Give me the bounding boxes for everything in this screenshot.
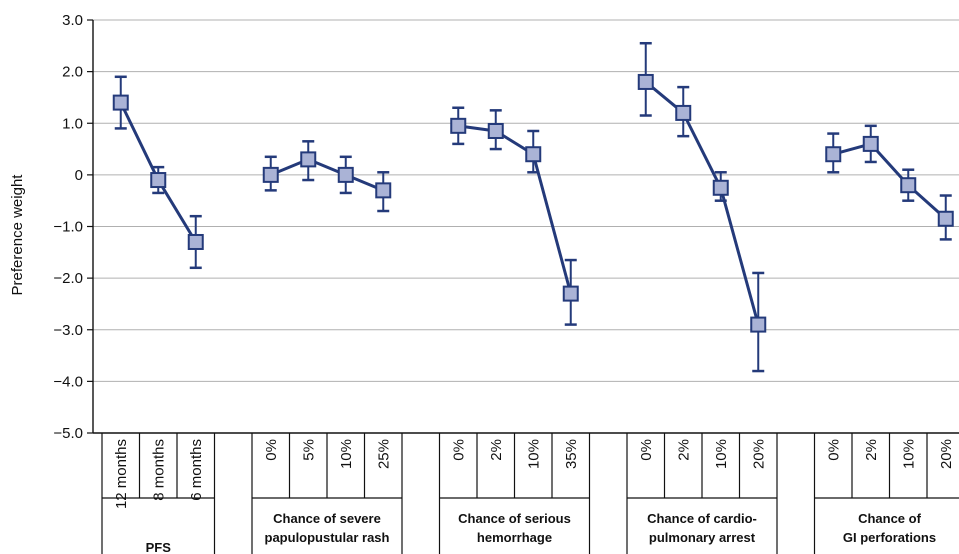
category-tick-label: 10% — [900, 439, 917, 469]
data-point-marker — [150, 172, 167, 189]
category-tick-label: 5% — [300, 439, 317, 461]
category-tick-label: 2% — [675, 439, 692, 461]
y-tick-label: 0 — [75, 167, 83, 184]
category-tick-label: 10% — [525, 439, 542, 469]
category-tick-label: 2% — [863, 439, 880, 461]
category-tick-label: 10% — [713, 439, 730, 469]
y-axis-title: Preference weight — [9, 174, 26, 296]
category-tick-label: 35% — [563, 439, 580, 469]
group-label: papulopustular rash — [265, 530, 390, 545]
category-axis: 12 months 8 months 6 months PFS 0% 5% 10% 25% Ch… — [101, 433, 959, 554]
data-point-marker — [712, 179, 729, 196]
data-point-marker — [450, 117, 467, 134]
category-tick-label: 0% — [638, 439, 655, 461]
series — [112, 41, 954, 373]
data-point-marker — [675, 104, 692, 121]
data-point-marker — [862, 135, 879, 152]
data-point-marker — [337, 166, 354, 183]
series-line — [458, 124, 573, 295]
data-point-marker — [637, 73, 654, 90]
series-line — [270, 157, 384, 192]
group-label: GI perforations — [843, 530, 936, 545]
data-point-marker — [937, 210, 954, 227]
group-label: Chance of severe — [273, 511, 381, 526]
group-label: Chance of cardio- — [647, 511, 757, 526]
group-label: hemorrhage — [477, 530, 552, 545]
series-line — [832, 142, 947, 220]
y-tick-label: −5.0 — [53, 425, 83, 442]
data-point-marker — [562, 285, 579, 302]
data-point-marker — [487, 122, 504, 139]
data-point-marker — [900, 177, 917, 194]
category-tick-label: 20% — [750, 439, 767, 469]
data-point-marker — [825, 146, 842, 163]
group-label: pulmonary arrest — [649, 530, 756, 545]
category-tick-label: 0% — [263, 439, 280, 461]
data-point-marker — [112, 94, 129, 111]
y-tick-label: −2.0 — [53, 270, 83, 287]
y-tick-label: 3.0 — [62, 12, 83, 29]
data-point-marker — [525, 146, 542, 163]
category-tick-label: 6 months — [188, 439, 205, 501]
data-point-marker — [262, 166, 279, 183]
data-point-marker — [300, 151, 317, 168]
group-label: Chance of serious — [458, 511, 571, 526]
category-tick-label: 10% — [338, 439, 355, 469]
category-tick-label: 25% — [375, 439, 392, 469]
y-tick-label: −3.0 — [53, 322, 83, 339]
data-point-marker — [187, 233, 204, 250]
category-tick-label: 0% — [450, 439, 467, 461]
group-label: Chance of — [858, 511, 922, 526]
y-tick-label: 2.0 — [62, 64, 83, 81]
data-point-marker — [375, 182, 392, 199]
data-point-marker — [750, 316, 767, 333]
category-tick-label: 12 months — [113, 439, 130, 509]
y-tick-label: −1.0 — [53, 219, 83, 236]
category-tick-label: 8 months — [150, 439, 167, 501]
category-tick-label: 2% — [488, 439, 505, 461]
series-line — [644, 80, 760, 325]
y-tick-label: 1.0 — [62, 115, 83, 132]
category-tick-label: 0% — [825, 439, 842, 461]
category-tick-label: 20% — [938, 439, 955, 469]
group-label: PFS — [146, 540, 172, 554]
gridlines — [93, 19, 959, 382]
y-tick-label: −4.0 — [53, 373, 83, 390]
